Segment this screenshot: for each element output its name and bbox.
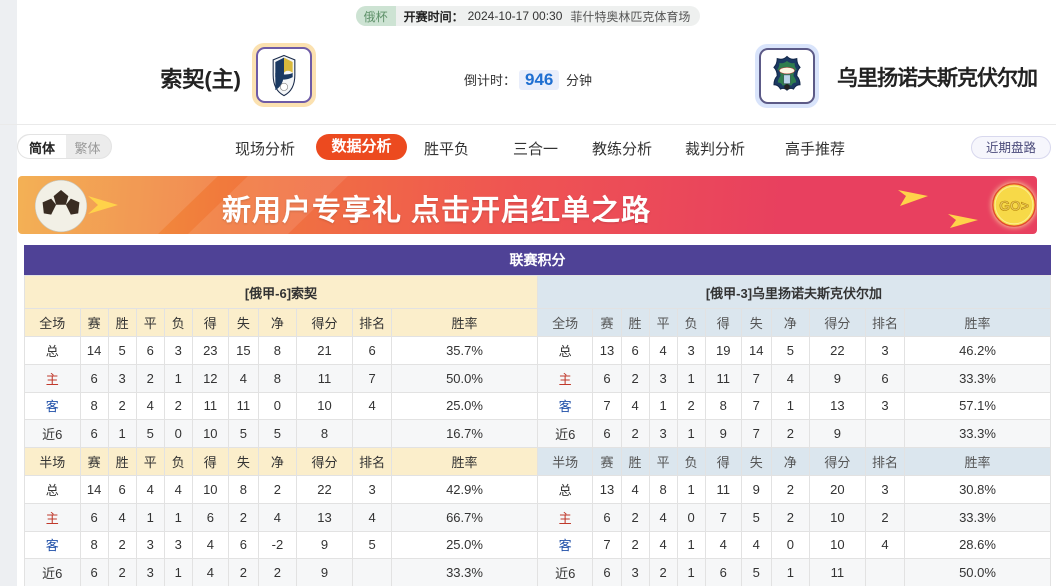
svg-text:GO>: GO> bbox=[999, 199, 1029, 214]
